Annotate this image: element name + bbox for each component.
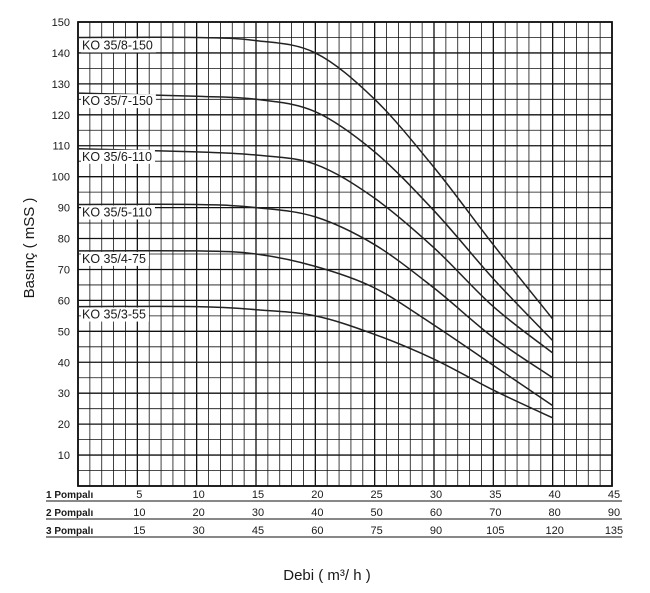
flow-tick-label: 135	[605, 525, 623, 537]
series-label-bg	[81, 205, 155, 220]
x-axis-title: Debi ( m³/ h )	[283, 567, 371, 584]
flow-tick-label: 40	[549, 489, 561, 501]
flow-tick-label: 80	[549, 507, 561, 519]
flow-tick-label: 20	[311, 489, 323, 501]
pump-curve	[77, 203, 554, 379]
y-tick-label: 140	[52, 48, 70, 60]
flow-tick-label: 45	[608, 489, 620, 501]
y-tick-labels: 10 20 30 40 50 60 70 80 90 100 110 120 130 140 150	[52, 17, 70, 462]
y-tick-label: 30	[58, 388, 70, 400]
pump-curve	[77, 92, 554, 342]
flow-tick-label: 40	[311, 507, 323, 519]
y-tick-label: 80	[58, 234, 70, 246]
flow-tick-label: 120	[545, 525, 563, 537]
flow-tick-label: 45	[252, 525, 264, 537]
y-axis-title: Basınç ( mSS )	[21, 198, 38, 299]
flow-tick-label: 10	[133, 507, 145, 519]
series-label-bg	[81, 38, 156, 53]
flow-tick-label: 10	[193, 489, 205, 501]
y-tick-label: 110	[52, 141, 70, 153]
pump-curve	[77, 249, 554, 407]
series-label-bg	[81, 251, 149, 266]
series-label: KO 35/3-55	[82, 308, 146, 322]
pump-curve	[77, 305, 554, 419]
flow-tick-label: 15	[252, 489, 264, 501]
series-label: KO 35/8-150	[82, 38, 153, 52]
flow-tick-label: 50	[371, 507, 383, 519]
flow-tick-label: 90	[430, 525, 442, 537]
y-tick-label: 70	[58, 264, 70, 276]
series-label-bg	[81, 94, 156, 109]
series-label: KO 35/5-110	[82, 206, 152, 220]
plot-grid	[77, 21, 613, 487]
pump-row-label: 3 Pompalı	[46, 526, 93, 537]
y-tick-label: 40	[58, 357, 70, 369]
series-label: KO 35/4-75	[82, 252, 146, 266]
y-tick-label: 10	[58, 450, 70, 462]
flow-tick-label: 105	[486, 525, 504, 537]
y-tick-label: 100	[52, 172, 70, 184]
flow-tick-label: 70	[489, 507, 501, 519]
series-labels: KO 35/8-150 KO 35/7-150 KO 35/6-110 KO 35/5…	[81, 38, 156, 322]
flow-tick-label: 30	[193, 525, 205, 537]
flow-tick-label: 15	[133, 525, 145, 537]
y-tick-label: 90	[58, 203, 70, 215]
pump-row-label: 2 Pompalı	[46, 508, 93, 519]
flow-tick-label: 60	[430, 507, 442, 519]
pump-curve	[77, 36, 554, 320]
pump-curve	[77, 148, 554, 354]
y-tick-label: 60	[58, 295, 70, 307]
y-tick-label: 130	[52, 79, 70, 91]
flow-tick-label: 30	[430, 489, 442, 501]
flow-tick-label: 25	[371, 489, 383, 501]
flow-tick-label: 35	[489, 489, 501, 501]
series-label-bg	[81, 307, 149, 322]
series-label: KO 35/6-110	[82, 150, 152, 164]
plot-frame	[77, 21, 613, 487]
y-tick-label: 150	[52, 17, 70, 29]
y-tick-label: 50	[58, 326, 70, 338]
y-tick-label: 20	[58, 419, 70, 431]
series-label: KO 35/7-150	[82, 94, 153, 108]
x-axis-flow-rows: 1 Pompalı 5 10 15 20 25 30 35 40 45 2 Pompalı 10 20 3…	[46, 489, 623, 538]
flow-tick-label: 90	[608, 507, 620, 519]
series-label-bg	[81, 149, 155, 164]
flow-tick-label: 20	[193, 507, 205, 519]
pump-curves	[77, 36, 554, 419]
flow-tick-label: 75	[371, 525, 383, 537]
flow-tick-label: 30	[252, 507, 264, 519]
y-tick-label: 120	[52, 110, 70, 122]
flow-tick-label: 5	[136, 489, 142, 501]
pump-row-label: 1 Pompalı	[46, 490, 93, 501]
flow-tick-label: 60	[311, 525, 323, 537]
